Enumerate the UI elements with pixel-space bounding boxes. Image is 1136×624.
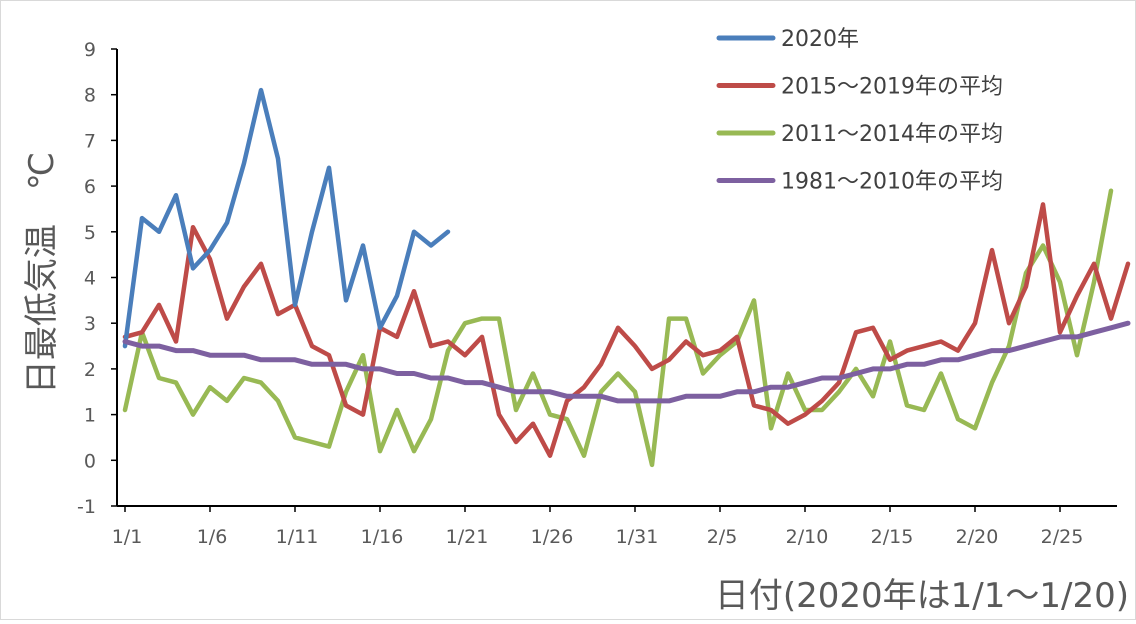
series-line-2	[122, 188, 1114, 468]
x-tick-label: 1/21	[446, 526, 489, 548]
x-tick-label: 2/25	[1041, 526, 1084, 548]
x-tick-label: 1/26	[531, 526, 574, 548]
x-tick-label: 2/10	[786, 526, 829, 548]
x-tick-label: 1/1	[112, 526, 143, 548]
x-tick-labels: 1/1 1/6 1/11 1/16 1/21 1/26 1/31 2/5 2/10 2/15 2/2…	[112, 526, 1084, 548]
y-tick-label: 2	[84, 359, 96, 381]
y-tick-label: 3	[84, 313, 96, 335]
x-tick-label: 1/11	[276, 526, 319, 548]
y-tick-label: 9	[84, 39, 96, 61]
x-tick-label: 1/16	[361, 526, 404, 548]
legend-label: 2015～2019年の平均	[781, 75, 1003, 100]
y-tick-label: -1	[77, 496, 96, 518]
x-tick-label: 1/6	[197, 526, 228, 548]
x-axis-label: 日付(2020年は1/1～1/20)	[715, 576, 1129, 616]
y-tick-label: 1	[84, 405, 96, 427]
x-tick-label: 2/20	[956, 526, 999, 548]
axes	[111, 48, 1117, 512]
y-tick-label: 4	[84, 268, 96, 290]
y-tick-label: 5	[84, 222, 96, 244]
x-tick-label: 1/31	[616, 526, 659, 548]
y-tick-label: 6	[84, 176, 96, 198]
y-tick-label: 0	[84, 450, 96, 472]
y-axis-label: 日最低気温 ℃	[22, 152, 62, 394]
series-line-1	[122, 202, 1131, 458]
y-tick-label: 8	[84, 85, 96, 107]
legend-label: 1981～2010年の平均	[781, 170, 1003, 195]
series-line-3	[122, 320, 1131, 404]
y-tick-labels: -1 0 1 2 3 4 5 6 7 8 9	[77, 39, 96, 518]
x-tick-label: 2/15	[871, 526, 914, 548]
x-tick-label: 2/5	[707, 526, 738, 548]
series-line-0	[122, 87, 451, 349]
legend-label: 2011～2014年の平均	[781, 122, 1003, 147]
legend: 2020年 2015～2019年の平均 2011～2014年の平均 1981～2010…	[716, 27, 1003, 195]
series-layer	[122, 87, 1131, 468]
legend-label: 2020年	[781, 27, 859, 52]
y-tick-label: 7	[84, 130, 96, 152]
